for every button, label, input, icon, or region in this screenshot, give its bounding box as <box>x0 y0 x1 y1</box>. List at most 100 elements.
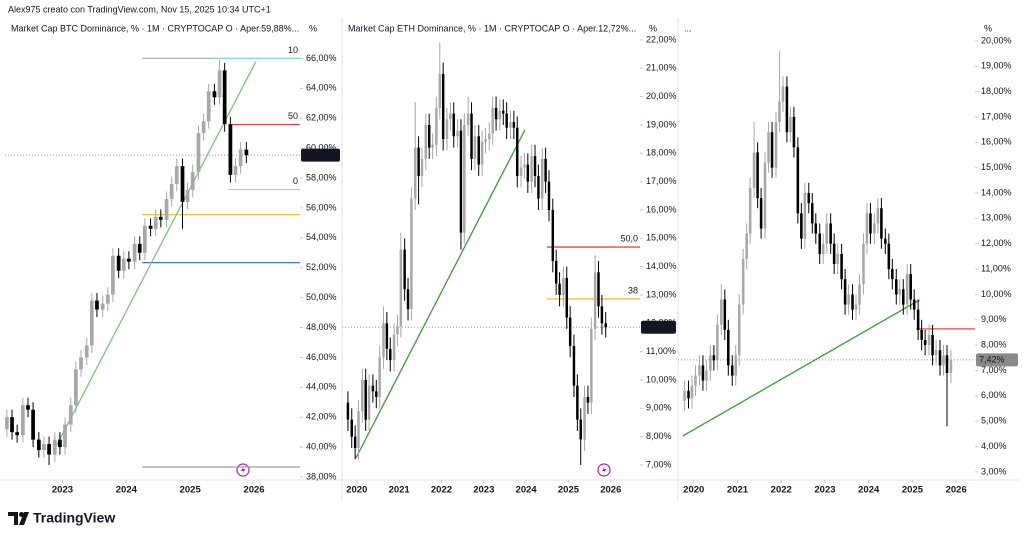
candle-body <box>10 417 14 433</box>
candle-body <box>473 136 477 159</box>
candle-body <box>544 158 547 182</box>
y-tick-label: 19,00% <box>646 119 677 129</box>
candle-body <box>164 198 169 220</box>
candle-body <box>901 289 905 305</box>
last-price-marker <box>301 148 340 162</box>
y-tick-label: 14,00% <box>646 261 677 271</box>
candle-body <box>949 359 953 374</box>
candle-body <box>190 172 195 190</box>
x-tick-label: 2023 <box>814 485 835 496</box>
y-tick-label: 52,00% <box>306 262 337 272</box>
y-tick-label: 18,00% <box>646 148 677 158</box>
candle-body <box>800 213 803 239</box>
y-tick-label: 9,00% <box>646 403 672 413</box>
y-tick-label: 64,00% <box>306 83 337 93</box>
candle-body <box>781 86 785 102</box>
candle-body <box>774 122 778 168</box>
y-tick-label: 54,00% <box>306 232 337 242</box>
candle-body <box>459 130 463 233</box>
candle-body <box>576 385 579 420</box>
candle-body <box>31 409 35 440</box>
candle-body <box>389 348 392 361</box>
candle-body <box>927 334 931 346</box>
candle-body <box>36 439 41 451</box>
candle-body <box>785 86 789 133</box>
x-tick-label: 2021 <box>727 485 749 496</box>
y-tick-label: 13,00% <box>646 289 677 299</box>
x-tick-label: 2025 <box>180 485 202 496</box>
candle-body <box>116 255 121 271</box>
candle-body <box>912 299 916 310</box>
candle-body <box>873 223 876 234</box>
candle-body <box>586 396 590 403</box>
y-tick-label: 6,00% <box>981 390 1007 400</box>
candle-body <box>212 91 217 98</box>
y-tick-label: 56,00% <box>306 202 337 212</box>
candle-body <box>494 107 498 120</box>
candle-body <box>533 156 537 176</box>
last-price-marker <box>641 320 676 334</box>
candle-body <box>579 419 582 440</box>
candle-body <box>847 294 850 305</box>
candle-body <box>58 439 62 448</box>
candle-body <box>26 405 30 410</box>
candle-body <box>427 124 431 148</box>
candle-body <box>357 411 360 448</box>
candle-body <box>884 238 887 244</box>
candle-body <box>413 147 417 199</box>
y-tick-label: 17,00% <box>981 111 1012 121</box>
trend-line <box>355 129 526 459</box>
candle-body <box>396 326 399 335</box>
candle-body <box>565 277 569 318</box>
candle-body <box>84 345 89 358</box>
candle-body <box>558 283 561 295</box>
candle-body <box>876 208 880 224</box>
trend-line <box>53 61 257 451</box>
candle-body <box>759 198 763 229</box>
candle-body <box>597 272 600 307</box>
candle-body <box>137 243 142 253</box>
candle-body <box>858 284 861 305</box>
y-tick-label: 42,00% <box>306 412 337 422</box>
candle-body <box>148 225 153 229</box>
candle-body <box>923 340 927 346</box>
y-tick-label: 20,00% <box>981 35 1012 45</box>
y-axis-unit: % <box>984 23 992 33</box>
candle-body <box>353 436 357 448</box>
x-tick-label: 2020 <box>346 485 367 496</box>
candle-body <box>523 164 526 168</box>
y-tick-label: 7,00% <box>646 459 672 469</box>
y-tick-label: 14,00% <box>981 187 1012 197</box>
candle-body <box>509 122 512 128</box>
candle-body <box>456 130 459 137</box>
candle-body <box>484 139 487 142</box>
chart-title: Market Cap BTC Dominance, % · 1M · CRYPT… <box>11 23 299 33</box>
y-tick-label: 21,00% <box>646 63 677 73</box>
y-tick-label: 58,00% <box>306 172 337 182</box>
candle-body <box>361 379 364 412</box>
y-tick-label: 4,00% <box>981 441 1007 451</box>
candle-body <box>590 328 593 403</box>
candle-body <box>95 300 99 310</box>
last-price-label: 11,86% <box>644 322 674 332</box>
candle-body <box>709 355 712 371</box>
candle-body <box>480 141 484 165</box>
candle-body <box>945 355 949 374</box>
candle-body <box>206 91 211 122</box>
candle-body <box>21 405 25 436</box>
horizontal-line-label: 50,0 <box>620 233 638 243</box>
candle-body <box>371 385 375 392</box>
candle-body <box>111 255 115 295</box>
candle-body <box>516 127 519 176</box>
alert-icon <box>597 463 611 477</box>
candle-body <box>712 355 716 361</box>
candle-body <box>723 299 727 330</box>
candle-body <box>158 216 163 220</box>
last-price-label: 7,42% <box>979 355 1005 365</box>
candle-body <box>452 113 455 137</box>
y-axis-unit: % <box>309 23 317 33</box>
y-tick-label: 11,00% <box>646 346 676 356</box>
candle-body <box>233 166 238 176</box>
x-tick-label: 2020 <box>683 485 704 496</box>
